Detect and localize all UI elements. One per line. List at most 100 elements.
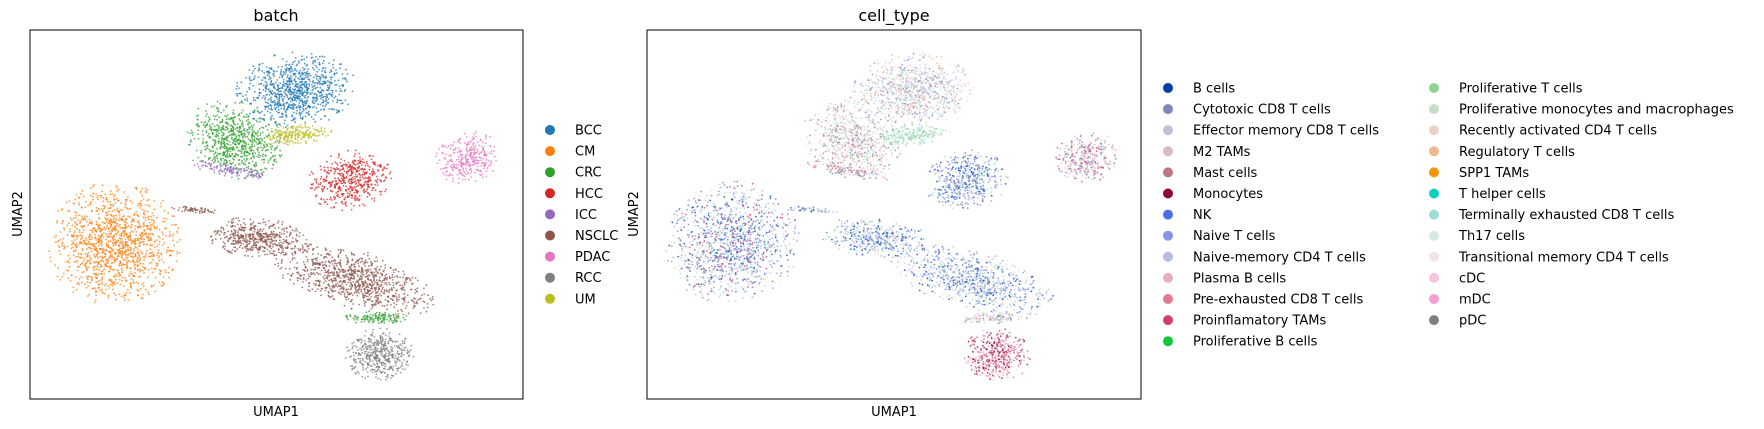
- batch-point: [395, 281, 398, 284]
- batch-point: [263, 114, 266, 117]
- batch-point: [293, 96, 296, 99]
- batch-point: [251, 170, 253, 173]
- batch-point: [315, 77, 318, 80]
- batch-point: [252, 221, 255, 223]
- batch-point: [102, 200, 105, 203]
- batch-point: [178, 251, 181, 254]
- batch-points: [48, 51, 497, 381]
- batch-point: [303, 263, 306, 266]
- batch-point: [331, 163, 333, 165]
- batch-point: [311, 61, 314, 63]
- batch-point: [249, 218, 252, 221]
- batch-point: [275, 106, 278, 109]
- batch-point: [186, 131, 189, 134]
- batch-point: [336, 111, 339, 113]
- batch-point: [230, 134, 232, 137]
- batch-point: [450, 158, 453, 161]
- batch-point: [122, 285, 125, 288]
- batch-point: [167, 211, 170, 214]
- batch-point: [386, 167, 388, 170]
- batch-point: [77, 219, 80, 222]
- batch-point: [162, 276, 165, 278]
- batch-point: [246, 97, 249, 100]
- batch-point: [253, 135, 256, 138]
- batch-point: [278, 236, 281, 239]
- batch-point: [468, 168, 471, 171]
- batch-point: [330, 207, 333, 209]
- batch-point: [447, 160, 449, 163]
- batch-point: [151, 223, 154, 226]
- batch-point: [129, 231, 132, 234]
- batch-point: [352, 162, 355, 165]
- batch-point: [251, 126, 254, 129]
- batch-point: [320, 198, 323, 201]
- batch-point: [95, 238, 97, 241]
- batch-point: [189, 132, 192, 135]
- batch-point: [298, 129, 301, 132]
- batch-point: [267, 238, 270, 240]
- batch-point: [293, 60, 296, 62]
- batch-point: [364, 280, 367, 283]
- batch-point: [122, 235, 125, 238]
- batch-point: [372, 304, 375, 307]
- batch-point: [57, 240, 60, 243]
- batch-point: [263, 141, 266, 144]
- batch-point: [291, 103, 294, 106]
- batch-point: [459, 153, 462, 156]
- batch-point: [296, 95, 298, 97]
- batch-point: [340, 99, 343, 102]
- batch-point: [303, 95, 305, 97]
- batch-point: [314, 134, 317, 137]
- batch-point: [312, 118, 315, 121]
- batch-point: [287, 143, 290, 146]
- batch-point: [294, 229, 296, 232]
- batch-point: [133, 242, 136, 244]
- batch-point: [460, 165, 463, 168]
- batch-point: [63, 227, 65, 229]
- batch-point: [293, 111, 295, 114]
- batch-point: [105, 262, 108, 265]
- batch-point: [259, 175, 262, 178]
- batch-point: [345, 204, 348, 207]
- batch-point: [89, 233, 91, 236]
- batch-point: [237, 239, 240, 241]
- batch-point: [49, 256, 52, 259]
- batch-point: [280, 112, 283, 115]
- batch-point: [373, 296, 376, 298]
- batch-point: [101, 190, 103, 193]
- batch-point: [283, 232, 285, 235]
- batch-point: [339, 67, 341, 70]
- batch-point: [445, 146, 448, 149]
- batch-point: [270, 96, 273, 99]
- batch-point: [142, 269, 145, 272]
- batch-point: [278, 129, 280, 132]
- batch-point: [272, 117, 275, 120]
- batch-point: [281, 115, 284, 118]
- batch-point: [358, 173, 360, 175]
- batch-point: [252, 240, 255, 243]
- batch-point: [56, 220, 58, 222]
- batch-point: [319, 91, 322, 94]
- batch-point: [230, 124, 233, 127]
- batch-point: [290, 93, 292, 96]
- batch-point: [251, 160, 254, 163]
- batch-point: [366, 254, 369, 257]
- batch-point: [163, 282, 165, 285]
- batch-point: [149, 244, 152, 246]
- batch-point: [379, 179, 382, 182]
- batch-point: [315, 271, 318, 274]
- batch-point: [130, 230, 133, 232]
- batch-point: [383, 290, 386, 293]
- batch-point: [247, 249, 250, 251]
- batch-point: [280, 105, 282, 107]
- batch-point: [234, 239, 237, 242]
- batch-point: [465, 164, 468, 166]
- batch-point: [95, 281, 97, 284]
- batch-point: [110, 257, 113, 260]
- batch-point: [269, 252, 271, 255]
- batch-point: [267, 148, 269, 151]
- batch-point: [220, 131, 223, 133]
- batch-point: [88, 293, 90, 296]
- batch-point: [152, 284, 155, 287]
- batch-point: [141, 293, 144, 296]
